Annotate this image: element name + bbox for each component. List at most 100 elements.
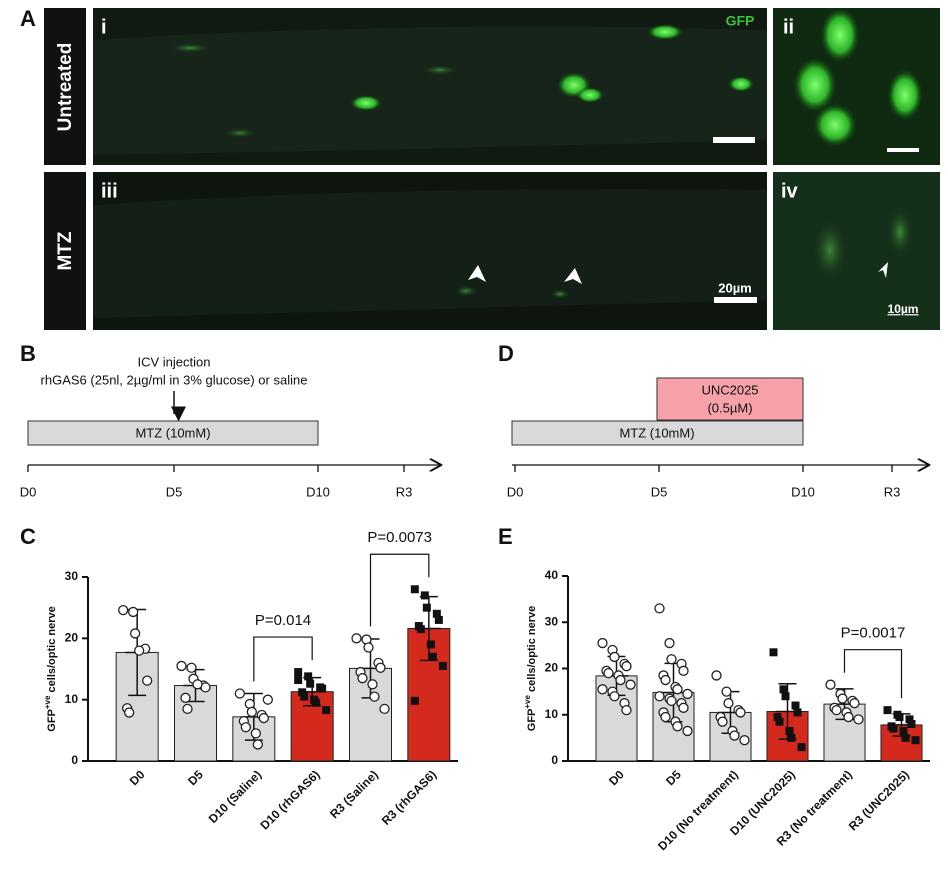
y-tick-label: 40 — [545, 568, 559, 582]
data-point — [717, 716, 728, 727]
data-point — [905, 715, 914, 724]
image-label: iii — [101, 180, 118, 202]
data-point — [672, 721, 683, 732]
data-point — [779, 685, 788, 694]
data-point — [666, 654, 677, 665]
data-point — [785, 726, 794, 735]
data-point — [426, 640, 435, 649]
y-axis-label: GFP+ve cells/optic nerve — [523, 606, 538, 731]
data-point — [434, 615, 443, 624]
micrograph — [773, 7, 940, 165]
panel-label: E — [498, 524, 513, 549]
data-point — [660, 711, 671, 723]
time-label: D10 — [791, 484, 815, 499]
data-point — [654, 603, 665, 614]
data-point — [318, 684, 327, 693]
data-point — [664, 637, 675, 649]
data-point — [797, 743, 806, 752]
data-point — [911, 736, 920, 745]
data-point — [234, 688, 245, 699]
drug-box — [656, 377, 804, 421]
data-point — [306, 679, 315, 688]
significance-bracket — [253, 636, 313, 682]
data-point — [240, 722, 251, 733]
x-tick-label: D0 — [606, 767, 627, 788]
data-point — [678, 702, 689, 713]
data-point — [907, 720, 916, 728]
data-point — [597, 684, 608, 695]
y-tick-label: 30 — [545, 614, 559, 628]
data-point — [787, 733, 796, 742]
data-point — [410, 585, 419, 594]
image-label: ii — [783, 16, 794, 38]
panel-label: A — [20, 6, 36, 31]
x-tick-label: R3 (UNC2025) — [846, 767, 912, 833]
y-label-sup: +ve — [523, 694, 532, 708]
x-tick-label: D10 (rhGAS6) — [257, 767, 322, 832]
data-point — [420, 591, 429, 600]
row-label: Untreated — [55, 43, 76, 132]
data-point — [678, 665, 689, 676]
data-point — [735, 707, 746, 718]
data-point — [367, 679, 378, 690]
treatment-bar — [27, 420, 319, 446]
data-point — [609, 651, 620, 663]
data-point — [142, 675, 153, 686]
data-point — [128, 606, 139, 618]
data-point — [723, 698, 734, 709]
micrograph — [93, 8, 767, 165]
data-point — [300, 692, 309, 701]
time-label: D0 — [20, 484, 37, 499]
data-point — [410, 696, 419, 705]
data-point — [849, 698, 860, 709]
y-tick-label: 20 — [545, 661, 559, 675]
panel-label: D — [498, 341, 514, 366]
data-point — [134, 645, 145, 656]
panel-label: C — [20, 524, 36, 549]
row-label-box — [44, 172, 86, 330]
micrograph — [93, 172, 767, 330]
data-point — [294, 668, 303, 677]
y-label-part: GFP — [526, 709, 538, 732]
data-point — [369, 691, 380, 702]
data-point — [682, 725, 693, 737]
time-label: D5 — [166, 484, 183, 499]
data-point — [721, 686, 732, 697]
data-point — [621, 704, 632, 716]
data-point — [711, 670, 722, 681]
data-point — [825, 679, 836, 690]
data-point — [769, 648, 778, 657]
data-point — [258, 712, 269, 724]
data-point — [252, 739, 263, 750]
scale-bar-label: 10µm — [888, 302, 919, 316]
data-point — [729, 730, 740, 741]
data-point — [379, 703, 390, 715]
data-point — [118, 604, 129, 616]
data-point — [883, 706, 892, 715]
data-point — [246, 706, 257, 718]
data-point — [130, 628, 141, 639]
data-point — [250, 728, 261, 739]
data-point — [837, 693, 848, 704]
data-point — [351, 633, 362, 644]
y-tick-label: 30 — [65, 569, 79, 583]
data-point — [375, 662, 386, 673]
data-point — [192, 679, 203, 690]
data-point — [843, 711, 854, 723]
treatment-label: MTZ (10mM) — [135, 425, 210, 440]
scale-bar-label: 20µm — [718, 280, 752, 295]
data-point — [654, 691, 665, 702]
p-value: P=0.014 — [255, 612, 311, 629]
y-label-sup: +ve — [43, 695, 52, 709]
data-point — [363, 642, 374, 653]
data-point — [775, 717, 784, 726]
data-point — [262, 694, 273, 705]
y-tick-label: 20 — [65, 631, 79, 645]
data-point — [615, 674, 626, 686]
data-point — [438, 661, 447, 670]
data-point — [895, 713, 904, 722]
data-point — [621, 661, 632, 672]
row-label: MTZ — [55, 231, 76, 270]
data-point — [603, 667, 614, 679]
annotation: ICV injection — [138, 354, 211, 369]
